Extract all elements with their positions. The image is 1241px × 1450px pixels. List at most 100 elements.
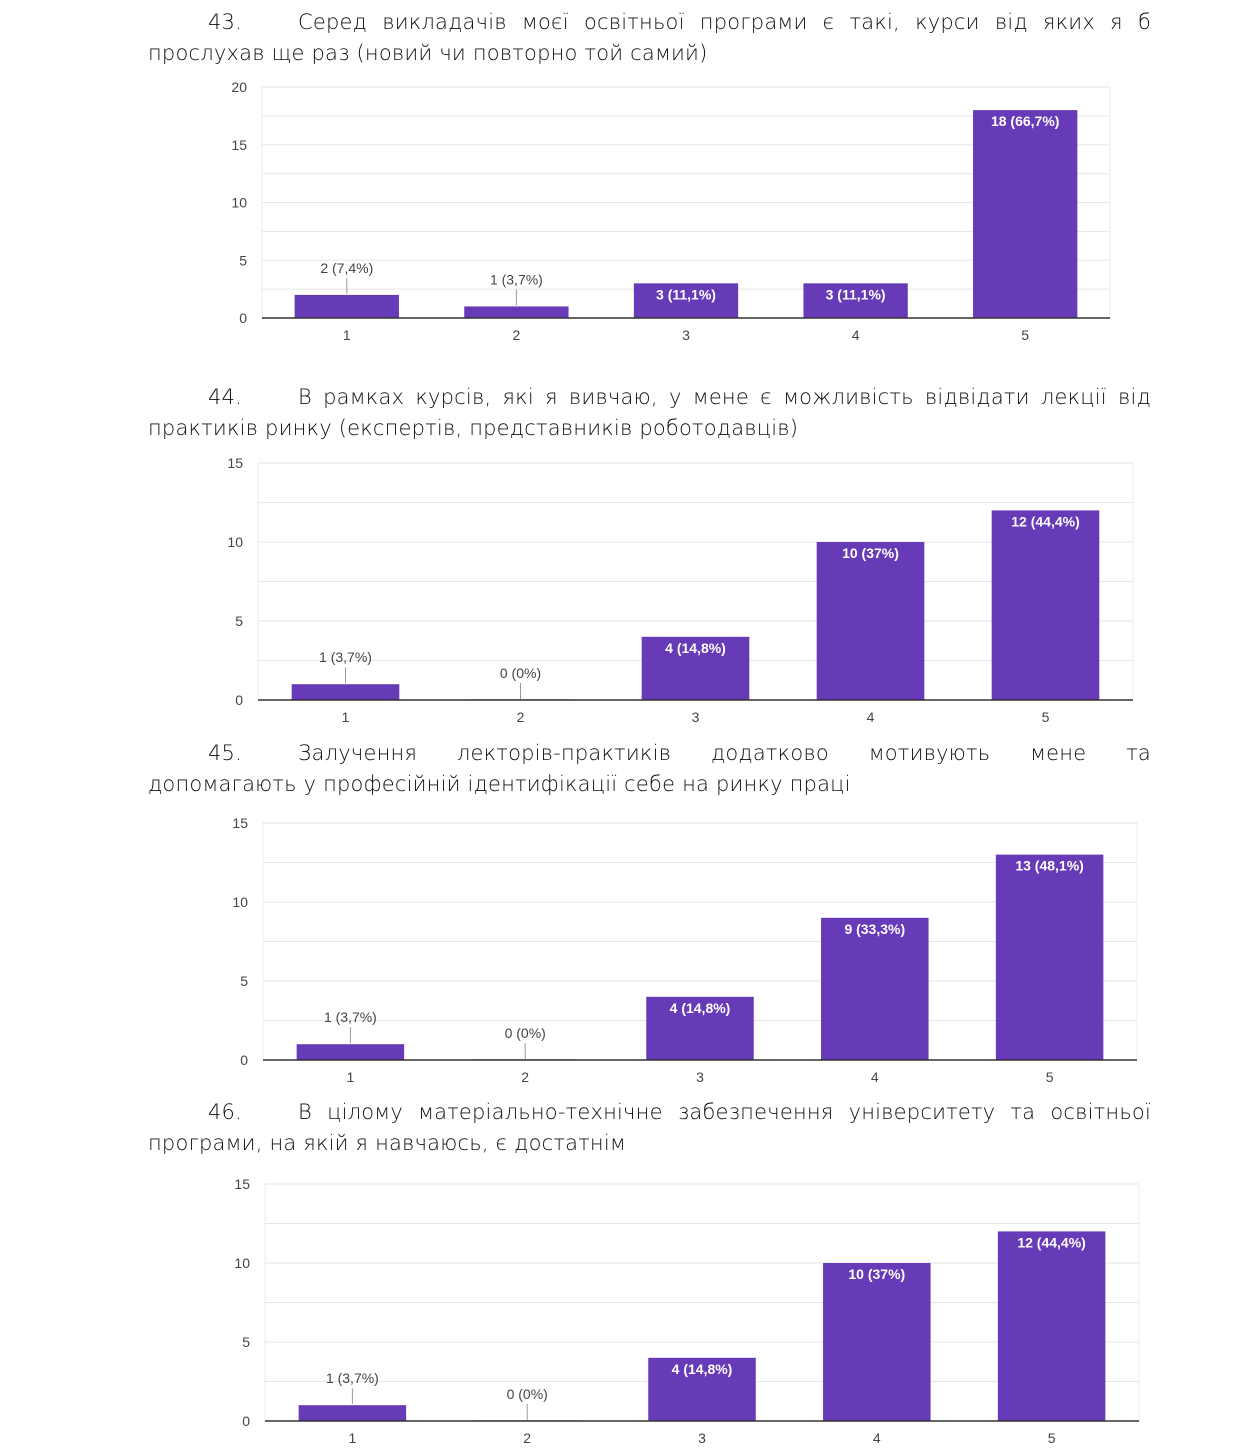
data-label: 12 (44,4%)	[1017, 1234, 1085, 1250]
x-tick-label: 4	[852, 327, 860, 343]
bar-5	[995, 854, 1104, 1060]
y-tick-label: 0	[242, 1413, 250, 1429]
data-label: 10 (37%)	[848, 1266, 905, 1282]
data-label: 3 (11,1%)	[656, 286, 716, 302]
question-44: 44. В рамках курсів, які я вивчаю, у мене…	[148, 382, 1151, 444]
question-text-line2: програми, на якій я навчаюсь, є достатні…	[148, 1131, 626, 1155]
question-number: 43.	[208, 10, 242, 34]
question-text-line2: допомагають у професійній ідентифікації …	[148, 772, 851, 796]
chart-q44: 0 5 10 15 1 (3,7%) 1 0 (0%) 2 4 (14,8%) 3 10 (37%)…	[227, 455, 1134, 725]
bar-2	[466, 699, 575, 700]
y-tick-label: 5	[240, 973, 248, 989]
data-label: 1 (3,7%)	[490, 271, 543, 287]
data-label: 0 (0%)	[500, 665, 541, 681]
question-43: 43. Серед викладачів моєї освітньої прогр…	[148, 7, 1151, 69]
question-46: 46. В цілому матеріально-технічне забезпе…	[148, 1097, 1151, 1159]
bar-2	[464, 306, 569, 318]
bar-3	[633, 283, 739, 318]
x-tick-label: 3	[682, 327, 690, 343]
y-tick-label: 10	[227, 534, 243, 550]
x-tick-label: 1	[349, 1430, 357, 1446]
bar-3	[646, 996, 754, 1060]
question-text-line2: практиків ринку (експертів, представникі…	[148, 416, 799, 440]
data-label: 4 (14,8%)	[670, 1000, 731, 1016]
question-text-line1: Залучення лекторів-практиків додатково м…	[298, 741, 1151, 765]
x-tick-label: 1	[342, 709, 350, 725]
x-tick-label: 4	[871, 1069, 879, 1085]
data-label: 13 (48,1%)	[1015, 858, 1083, 874]
y-tick-label: 0	[240, 1052, 248, 1068]
bar-4	[816, 542, 925, 700]
chart-q43: 0 5 10 15 20 2 (7,4%) 1 1 (3,7%) 2 3 (11,1%) 3 3 (1…	[231, 79, 1111, 343]
question-45: 45. Залучення лекторів-практиків додатков…	[148, 738, 1151, 800]
data-label: 0 (0%)	[507, 1386, 548, 1402]
question-number: 46.	[208, 1100, 242, 1124]
question-text-line1: В цілому матеріально-технічне забезпечен…	[298, 1100, 1151, 1124]
x-tick-label: 2	[513, 327, 521, 343]
y-tick-label: 0	[235, 692, 243, 708]
bar-1	[296, 1044, 405, 1060]
bar-1	[298, 1405, 407, 1421]
data-label: 1 (3,7%)	[319, 649, 372, 665]
x-tick-label: 2	[521, 1069, 529, 1085]
x-tick-label: 4	[873, 1430, 881, 1446]
bar-1	[291, 684, 400, 700]
y-tick-label: 10	[232, 894, 248, 910]
y-tick-label: 5	[239, 252, 247, 268]
x-tick-label: 2	[517, 709, 525, 725]
plot-frame	[264, 1183, 1140, 1422]
x-tick-label: 5	[1048, 1430, 1056, 1446]
y-tick-label: 10	[234, 1255, 250, 1271]
chart-q45: 0 5 10 15 1 (3,7%) 1 0 (0%) 2 4 (14,8%) 3 9 (33,3%…	[232, 815, 1138, 1085]
plot-frame	[257, 462, 1134, 701]
y-tick-label: 5	[235, 613, 243, 629]
y-tick-label: 15	[231, 137, 247, 153]
x-tick-label: 3	[696, 1069, 704, 1085]
x-tick-label: 1	[347, 1069, 355, 1085]
y-tick-label: 5	[242, 1334, 250, 1350]
data-label: 9 (33,3%)	[844, 921, 905, 937]
x-tick-label: 5	[1021, 327, 1029, 343]
data-label: 4 (14,8%)	[672, 1361, 733, 1377]
y-tick-label: 10	[231, 195, 247, 211]
question-text-line2: прослухав ще раз (новий чи повторно той …	[148, 41, 708, 65]
bar-5	[997, 1231, 1106, 1421]
y-tick-label: 20	[231, 79, 247, 95]
data-label: 12 (44,4%)	[1011, 513, 1079, 529]
x-tick-label: 1	[343, 327, 351, 343]
bar-5	[991, 510, 1100, 700]
y-tick-label: 0	[239, 310, 247, 326]
x-tick-label: 3	[692, 709, 700, 725]
data-label: 2 (7,4%)	[320, 260, 373, 276]
question-number: 44.	[208, 385, 242, 409]
data-label: 10 (37%)	[842, 545, 899, 561]
question-number: 45.	[208, 741, 242, 765]
question-text-line1: Серед викладачів моєї освітньої програми…	[298, 10, 1151, 34]
data-label: 18 (66,7%)	[991, 113, 1059, 129]
question-text-line1: В рамках курсів, які я вивчаю, у мене є …	[298, 385, 1151, 409]
bar-2	[473, 1420, 581, 1421]
x-tick-label: 2	[523, 1430, 531, 1446]
plot-frame	[262, 822, 1138, 1061]
bar-5	[973, 110, 1078, 318]
x-tick-label: 5	[1042, 709, 1050, 725]
data-label: 4 (14,8%)	[665, 640, 726, 656]
bar-3	[641, 636, 750, 700]
bar-4	[821, 917, 929, 1060]
chart-q46: 0 5 10 15 1 (3,7%) 1 0 (0%) 2 4 (14,8%) 3 10 (37%)…	[234, 1176, 1140, 1446]
data-label: 0 (0%)	[505, 1025, 546, 1041]
data-label: 1 (3,7%)	[324, 1009, 377, 1025]
data-label: 1 (3,7%)	[326, 1370, 379, 1386]
bar-3	[648, 1357, 756, 1421]
bar-1	[294, 294, 399, 318]
bar-4	[823, 1263, 931, 1421]
y-tick-label: 15	[232, 815, 248, 831]
data-label: 3 (11,1%)	[826, 286, 886, 302]
y-tick-label: 15	[227, 455, 243, 471]
plot-frame	[261, 86, 1111, 319]
bar-2	[471, 1059, 579, 1060]
x-tick-label: 4	[867, 709, 875, 725]
y-tick-label: 15	[234, 1176, 250, 1192]
bar-4	[803, 283, 908, 318]
